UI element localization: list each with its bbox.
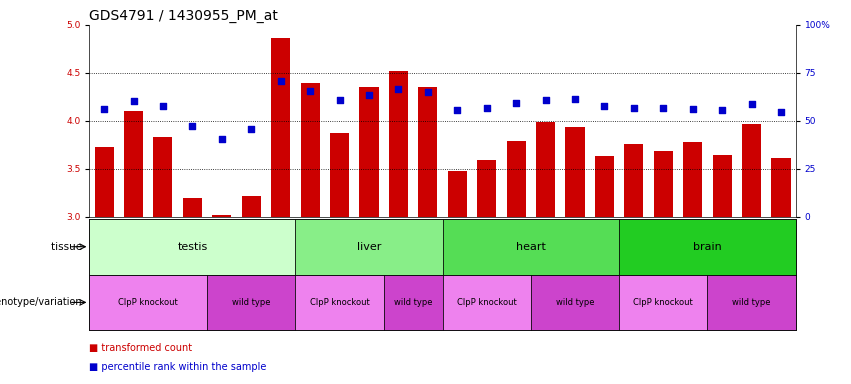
Bar — [625, 144, 643, 217]
Bar — [330, 134, 349, 217]
Text: ClpP knockout: ClpP knockout — [310, 298, 369, 307]
Text: GDS4791 / 1430955_PM_at: GDS4791 / 1430955_PM_at — [89, 8, 278, 23]
Point — [774, 109, 788, 116]
Bar — [448, 171, 467, 217]
Text: ■ transformed count: ■ transformed count — [89, 343, 192, 353]
Text: ■ percentile rank within the sample: ■ percentile rank within the sample — [89, 362, 266, 372]
Text: testis: testis — [177, 242, 208, 252]
Point — [509, 100, 523, 106]
Bar — [443, 219, 619, 275]
Bar — [183, 198, 202, 217]
Point — [97, 106, 111, 113]
Bar — [418, 88, 437, 217]
Bar — [683, 142, 702, 217]
Bar — [271, 38, 290, 217]
Text: ClpP knockout: ClpP knockout — [457, 298, 517, 307]
Bar — [707, 275, 796, 330]
Bar — [384, 275, 443, 330]
Bar — [300, 83, 320, 217]
Bar — [389, 71, 408, 217]
Text: brain: brain — [693, 242, 722, 252]
Point — [363, 92, 376, 98]
Bar — [477, 161, 496, 217]
Text: wild type: wild type — [733, 298, 771, 307]
Point — [274, 78, 288, 84]
Point — [686, 106, 700, 113]
Bar — [89, 219, 295, 275]
Bar — [595, 156, 614, 217]
Point — [745, 101, 758, 107]
Bar — [536, 122, 555, 217]
Point — [627, 106, 641, 112]
Point — [215, 136, 229, 142]
Bar — [359, 88, 379, 217]
Bar — [654, 151, 673, 217]
Bar — [619, 219, 796, 275]
Bar — [242, 196, 260, 217]
Point — [156, 103, 169, 109]
Point — [333, 97, 346, 103]
Bar — [771, 159, 791, 217]
Text: ClpP knockout: ClpP knockout — [633, 298, 693, 307]
Text: liver: liver — [357, 242, 381, 252]
Point — [391, 86, 405, 93]
Point — [421, 89, 435, 95]
Point — [480, 104, 494, 111]
Text: genotype/variation: genotype/variation — [0, 297, 85, 308]
Bar — [295, 219, 443, 275]
Bar — [443, 275, 531, 330]
Bar — [124, 111, 143, 217]
Bar — [207, 275, 295, 330]
Bar — [531, 275, 619, 330]
Point — [656, 104, 670, 111]
Point — [597, 103, 611, 109]
Bar — [712, 155, 732, 217]
Text: wild type: wild type — [232, 298, 271, 307]
Bar — [565, 127, 585, 217]
Bar — [153, 137, 173, 217]
Point — [568, 96, 582, 102]
Bar — [89, 275, 207, 330]
Point — [539, 97, 552, 103]
Bar — [295, 275, 384, 330]
Text: wild type: wild type — [394, 298, 432, 307]
Bar — [506, 141, 526, 217]
Point — [303, 88, 317, 94]
Text: tissue: tissue — [51, 242, 85, 252]
Point — [186, 123, 199, 129]
Text: ClpP knockout: ClpP knockout — [118, 298, 178, 307]
Bar — [94, 147, 114, 217]
Text: heart: heart — [516, 242, 545, 252]
Text: wild type: wild type — [556, 298, 594, 307]
Bar — [742, 124, 761, 217]
Bar — [212, 215, 231, 217]
Point — [450, 107, 464, 114]
Point — [716, 107, 729, 114]
Point — [244, 126, 258, 132]
Bar — [619, 275, 707, 330]
Point — [127, 98, 140, 104]
